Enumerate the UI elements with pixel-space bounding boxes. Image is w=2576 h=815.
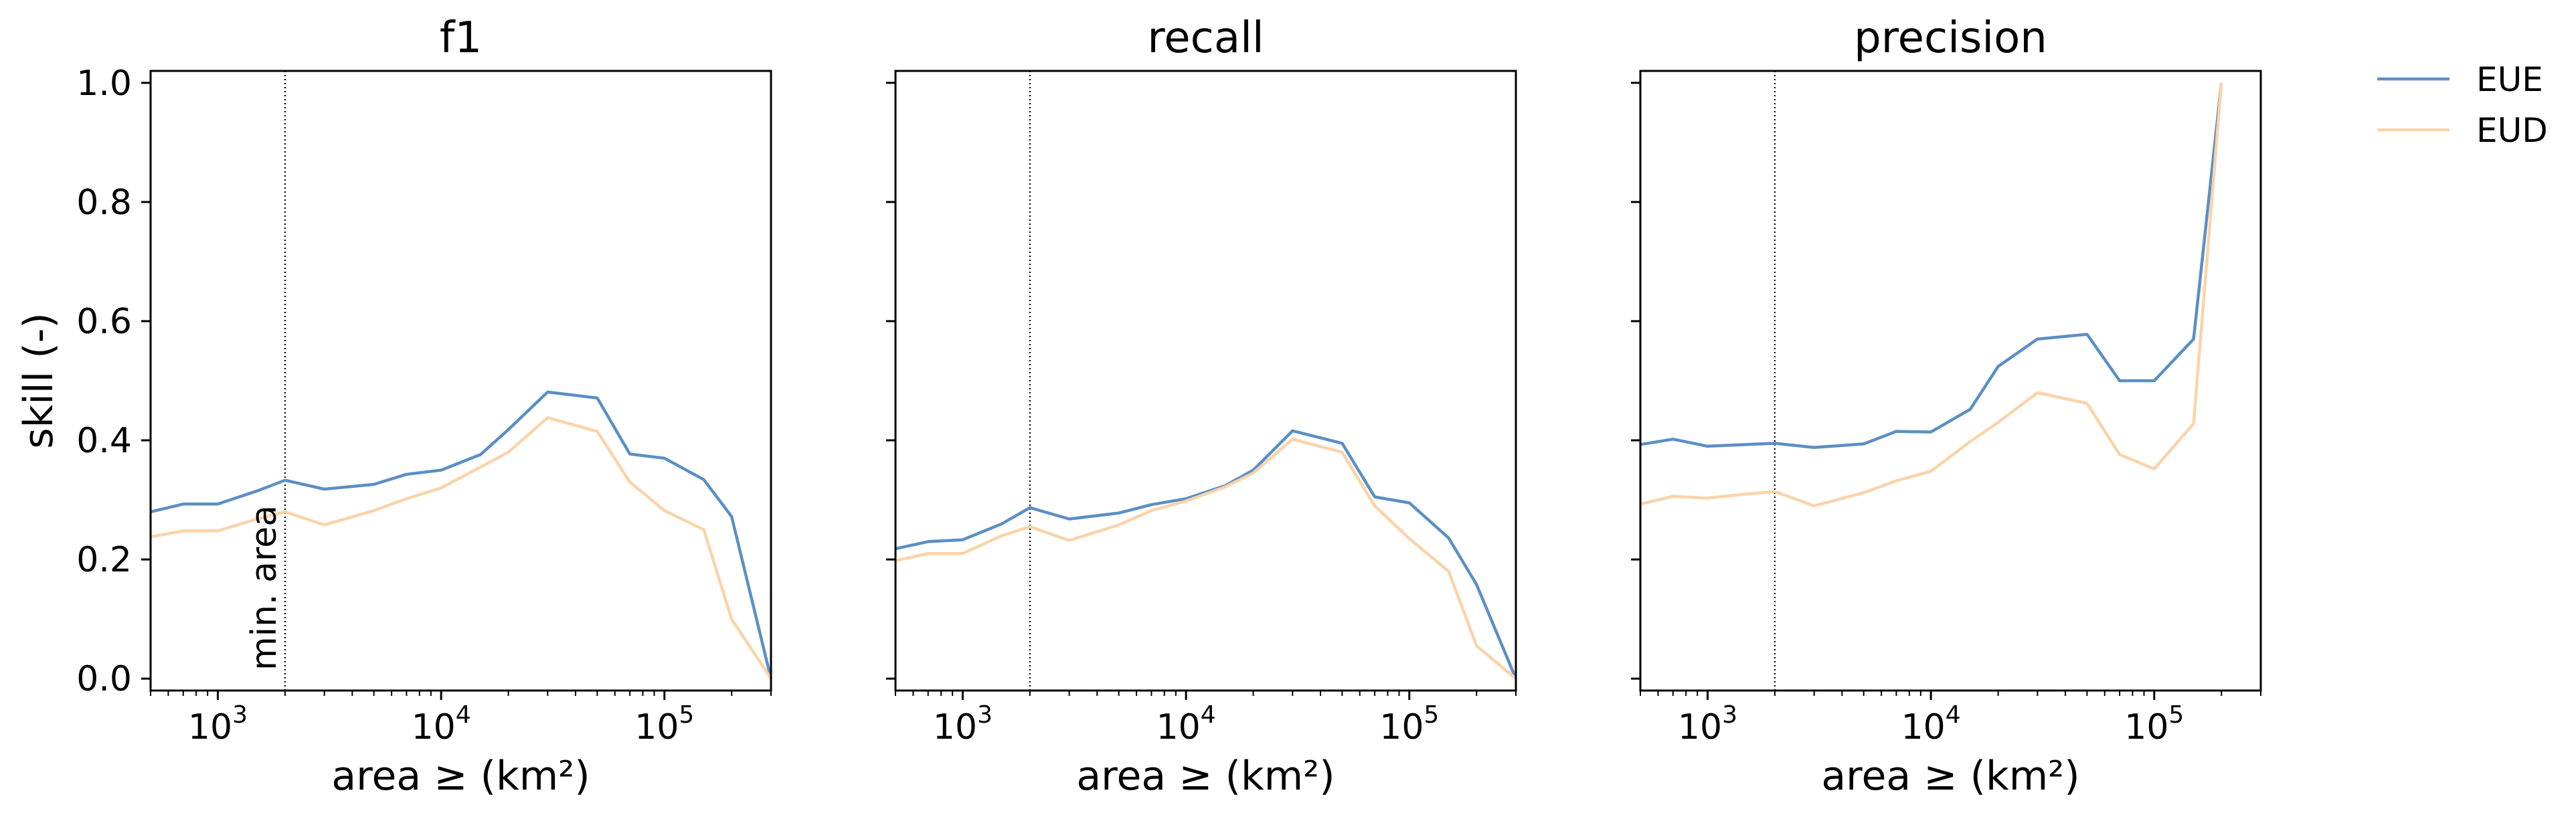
series-line-eud xyxy=(150,416,772,680)
x-tick-label: 105 xyxy=(2124,701,2184,747)
panel-title: precision xyxy=(1854,13,2047,63)
legend-label-eud: EUD xyxy=(2476,111,2548,150)
panel-precision: precision 103 104 105 area ≥ (km²) xyxy=(1631,13,2262,800)
y-tick-label: 0.0 xyxy=(76,659,132,699)
series-line-eue xyxy=(895,429,1518,680)
legend-label-eue: EUE xyxy=(2476,60,2543,99)
y-tick-label: 0.8 xyxy=(76,183,132,223)
series-EUD xyxy=(1640,82,2223,508)
y-tick-label: 0.4 xyxy=(76,421,132,461)
plot-frame xyxy=(1639,70,2262,692)
panel-title: recall xyxy=(1147,13,1264,63)
y-axis-label: skill (-) xyxy=(15,312,62,449)
series-EUE xyxy=(1640,82,2223,449)
legend: EUE EUD xyxy=(2377,60,2548,150)
y-tick-label: 1.0 xyxy=(76,64,132,104)
series-EUE xyxy=(150,390,773,679)
plot-frame xyxy=(894,70,1517,692)
series-line-eud xyxy=(895,438,1517,680)
x-tick-label: 103 xyxy=(1678,701,1737,747)
x-tick-label: 104 xyxy=(1156,701,1216,747)
x-axis-label: area ≥ (km²) xyxy=(1821,753,2079,800)
series-line-eue xyxy=(1640,82,2223,449)
series-EUD xyxy=(895,438,1517,680)
series-line-eud xyxy=(1640,82,2223,508)
panel-title: f1 xyxy=(440,13,482,63)
x-tick-label: 105 xyxy=(634,701,694,747)
x-tick-label: 103 xyxy=(933,701,993,747)
series-line-eue xyxy=(150,390,773,679)
y-tick-label: 0.2 xyxy=(76,540,132,580)
x-axis-label: area ≥ (km²) xyxy=(331,753,590,800)
min-area-annotation: min. area xyxy=(244,505,284,670)
y-tick-label: 0.6 xyxy=(76,302,132,342)
x-axis-label: area ≥ (km²) xyxy=(1076,753,1335,800)
x-tick-label: 103 xyxy=(188,701,248,747)
x-tick-label: 104 xyxy=(412,701,471,747)
series-EUE xyxy=(895,429,1518,680)
plot-frame xyxy=(149,70,772,692)
x-tick-label: 104 xyxy=(1901,701,1961,747)
series-EUD xyxy=(150,416,772,680)
panel-recall: recall 103 104 105 area ≥ (km²) xyxy=(886,13,1518,800)
x-tick-label: 105 xyxy=(1379,701,1439,747)
panel-f1: f1 0.0 0.2 0.4 0.6 0.8 1.0 103 104 105 area ≥ (km²… xyxy=(76,13,773,800)
